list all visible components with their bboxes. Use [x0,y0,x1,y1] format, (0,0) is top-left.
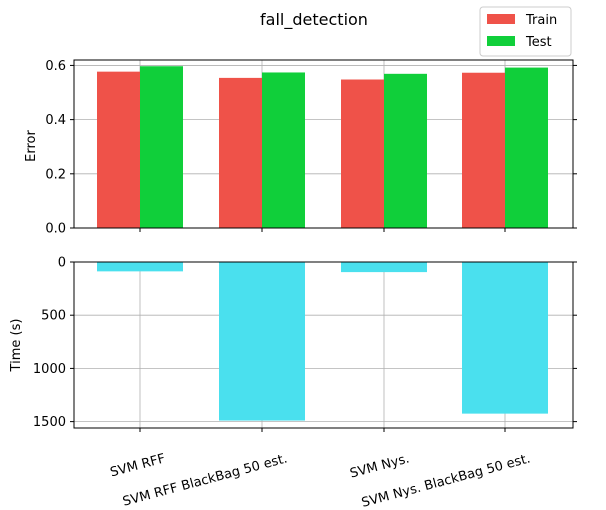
error-bars [97,66,548,229]
time-ytick-label: 1000 [33,362,66,377]
time-plot-frame [73,261,574,429]
legend-swatch-test [487,36,515,46]
error-ytick-label: 0.2 [45,167,66,182]
error-x-ticks [139,228,506,232]
time-y-ticks: 0 500 1000 1500 [33,256,577,430]
bar-time-svm-nys [341,262,427,273]
time-bars [97,262,548,421]
bar-train-svm-rff-blackbag-50-est [219,77,262,228]
time-ytick-label: 500 [41,309,66,324]
error-ytick-label: 0.6 [45,59,66,74]
legend-label-train: Train [525,13,557,28]
error-y-ticks: 0.0 0.2 0.4 0.6 [45,59,577,237]
bar-train-svm-nys-blackbag-50-est [462,72,505,229]
error-ytick-label: 0.0 [45,222,66,237]
legend-swatch-train [487,14,515,24]
time-y-axis-label: Time (s) [9,319,24,373]
bar-test-svm-rff [140,66,183,228]
bar-time-svm-rff-blackbag-50-est [219,262,305,421]
bar-time-svm-nys-blackbag-50-est [462,262,548,414]
chart-title: fall_detection [260,10,368,30]
error-ytick-label: 0.4 [45,113,66,128]
error-plot-frame [73,59,574,229]
legend-label-test: Test [525,35,552,50]
time-ytick-label: 0 [58,256,66,271]
xtick-label-svm-rff: SVM RFF [109,451,167,480]
bar-test-svm-nys [384,73,427,228]
legend: Train Test [479,6,572,57]
bar-train-svm-rff [97,71,140,228]
bar-test-svm-rff-blackbag-50-est [262,72,305,229]
xtick-label-svm-nys: SVM Nys. [348,451,411,481]
error-y-axis-label: Error [24,130,39,162]
bar-time-svm-rff [97,262,183,272]
time-ytick-label: 1500 [33,415,66,430]
bar-train-svm-nys [341,79,384,228]
bar-test-svm-nys-blackbag-50-est [505,67,548,228]
error-panel: 0.0 0.2 0.4 0.6 Error [24,59,577,237]
